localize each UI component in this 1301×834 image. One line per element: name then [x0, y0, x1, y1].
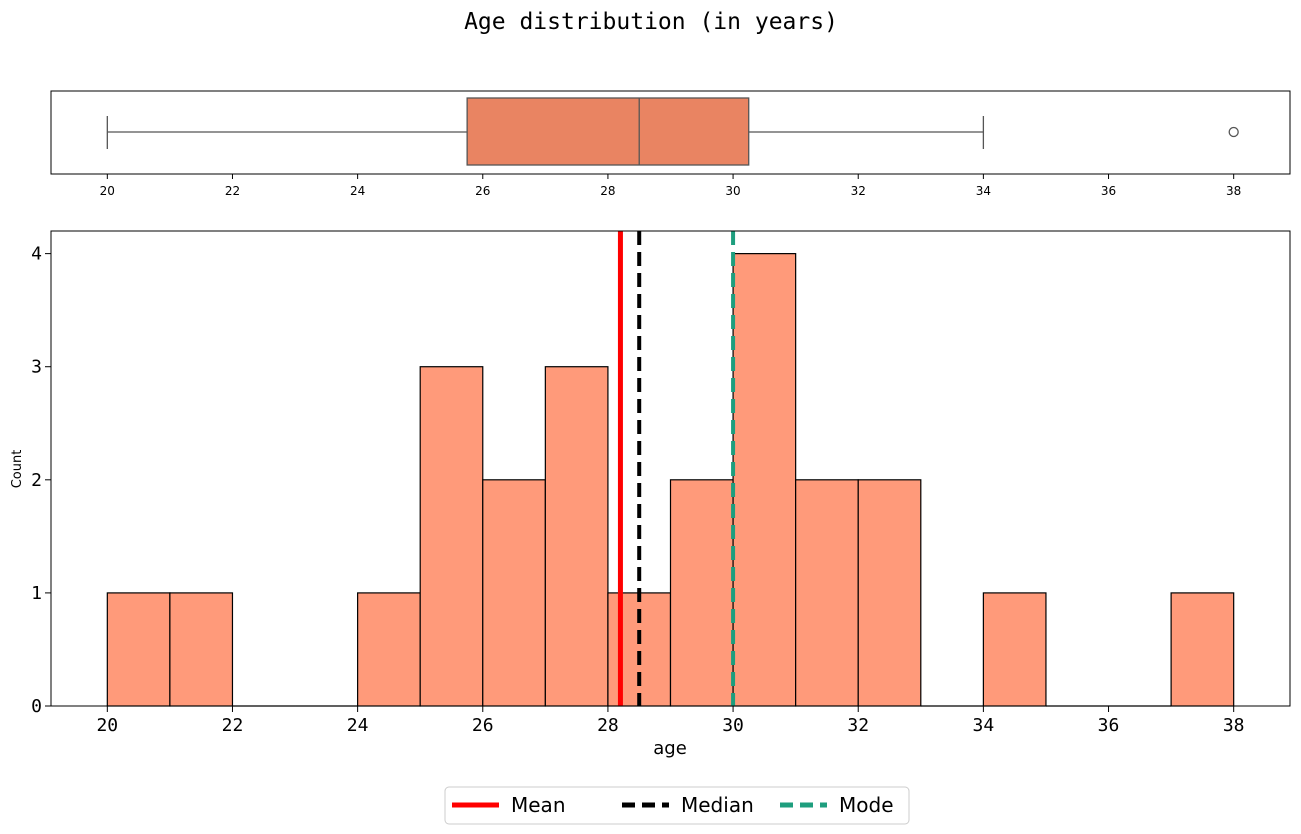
histogram-x-tick-label: 36	[1098, 715, 1120, 736]
histogram-x-tick-label: 26	[472, 715, 494, 736]
histogram-x-tick-label: 24	[347, 715, 369, 736]
boxplot-tick-label: 32	[851, 184, 866, 198]
boxplot-marks	[106, 97, 1239, 166]
reference-lines	[617, 231, 736, 706]
histogram-frame	[50, 230, 1291, 707]
legend: Mean Median Mode	[444, 786, 910, 825]
histogram-bar	[1170, 592, 1235, 707]
histogram-bar	[357, 592, 421, 707]
histogram-y-tick-label: 1	[31, 583, 42, 604]
histogram-bar	[795, 479, 859, 707]
histogram-bar	[732, 253, 797, 707]
boxplot-tick-label: 20	[100, 184, 115, 198]
chart-title: Age distribution (in years)	[464, 9, 838, 35]
legend-label-mode: Mode	[839, 793, 894, 817]
histogram-bar	[419, 366, 484, 707]
boxplot-x-ticks: 20 22 24 26 28 30 32 34 36 38	[100, 174, 1241, 198]
boxplot-tick-label: 30	[725, 184, 740, 198]
histogram-bar	[544, 366, 609, 707]
legend-label-mean: Mean	[511, 793, 566, 817]
histogram-x-tick-label: 28	[597, 715, 619, 736]
histogram-y-tick-label: 2	[31, 470, 42, 491]
histogram-bar	[982, 592, 1047, 707]
histogram-x-tick-label: 34	[973, 715, 995, 736]
boxplot-tick-label: 26	[475, 184, 490, 198]
boxplot-box	[466, 97, 750, 166]
histogram-bars	[106, 253, 1235, 707]
histogram-y-tick-label: 3	[31, 357, 42, 378]
boxplot-tick-label: 28	[600, 184, 615, 198]
boxplot-panel: 20 22 24 26 28 30 32 34 36 38	[50, 90, 1291, 198]
legend-label-median: Median	[681, 793, 754, 817]
boxplot-tick-label: 24	[350, 184, 365, 198]
legend-frame	[444, 786, 910, 825]
boxplot-tick-label: 38	[1226, 184, 1241, 198]
histogram-bar	[482, 479, 546, 707]
histogram-x-tick-label: 32	[847, 715, 869, 736]
histogram-x-ticks: 20 22 24 26 28 30 32 34 36 38	[96, 706, 1245, 736]
histogram-y-tick-label: 0	[31, 696, 42, 717]
histogram-x-tick-label: 22	[222, 715, 244, 736]
boxplot-outlier	[1228, 126, 1239, 138]
boxplot-tick-label: 22	[225, 184, 240, 198]
boxplot-frame	[50, 90, 1291, 175]
histogram-x-tick-label: 30	[722, 715, 744, 736]
boxplot-tick-label: 34	[976, 184, 991, 198]
histogram-x-tick-label: 20	[96, 715, 118, 736]
histogram-y-tick-label: 4	[31, 244, 42, 265]
y-axis-label: Count	[10, 450, 25, 489]
histogram-y-ticks: 0 1 2 3 4	[31, 244, 51, 717]
histogram-bar	[857, 479, 922, 707]
x-axis-label: age	[653, 738, 687, 759]
histogram-bar	[169, 592, 234, 707]
histogram-bar	[106, 592, 171, 707]
histogram-x-tick-label: 38	[1223, 715, 1245, 736]
histogram-bar	[669, 479, 734, 707]
boxplot-tick-label: 36	[1101, 184, 1116, 198]
